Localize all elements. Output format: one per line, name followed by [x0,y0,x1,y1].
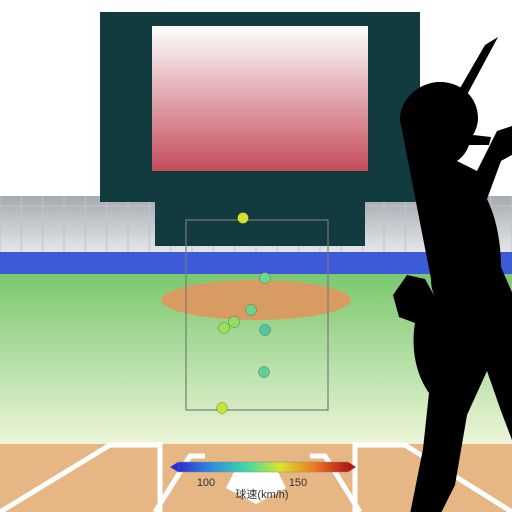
pitch-marker [219,323,230,334]
colorbar-tick: 100 [197,477,215,489]
colorbar-label: 球速(km/h) [235,487,288,501]
baseball-pitch-chart: 100 150 球速(km/h) [0,0,512,512]
pitch-marker [217,403,228,414]
colorbar-tick: 150 [289,477,307,489]
pitch-marker [260,325,271,336]
pitch-marker [246,305,257,316]
pitch-marker [259,367,270,378]
pitch-marker [229,317,240,328]
pitchers-mound [161,280,351,320]
pitch-marker [238,213,249,224]
pitch-marker [260,273,271,284]
